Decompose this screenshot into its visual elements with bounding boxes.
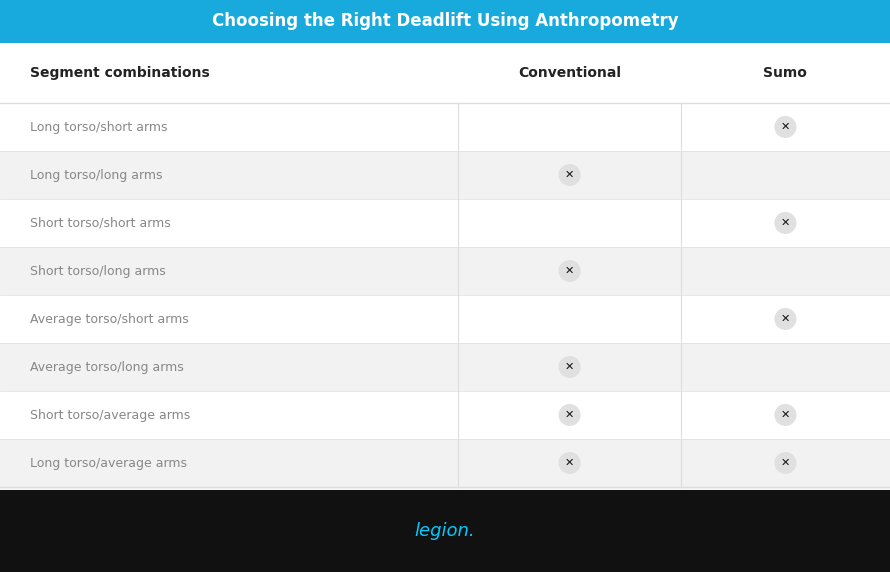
Text: ✕: ✕ bbox=[781, 458, 790, 468]
FancyBboxPatch shape bbox=[0, 391, 890, 439]
Text: ✕: ✕ bbox=[781, 218, 790, 228]
FancyBboxPatch shape bbox=[0, 151, 890, 199]
Text: ✕: ✕ bbox=[565, 410, 574, 420]
Text: Average torso/long arms: Average torso/long arms bbox=[30, 360, 183, 374]
Circle shape bbox=[774, 212, 797, 234]
Circle shape bbox=[774, 452, 797, 474]
Text: Long torso/long arms: Long torso/long arms bbox=[30, 169, 163, 181]
Text: Choosing the Right Deadlift Using Anthropometry: Choosing the Right Deadlift Using Anthro… bbox=[212, 13, 678, 30]
Circle shape bbox=[774, 404, 797, 426]
FancyBboxPatch shape bbox=[0, 199, 890, 247]
FancyBboxPatch shape bbox=[0, 43, 890, 103]
FancyBboxPatch shape bbox=[0, 343, 890, 391]
FancyBboxPatch shape bbox=[0, 247, 890, 295]
Text: Sumo: Sumo bbox=[764, 66, 807, 80]
Circle shape bbox=[559, 356, 580, 378]
Circle shape bbox=[559, 260, 580, 282]
FancyBboxPatch shape bbox=[0, 103, 890, 151]
Text: Short torso/average arms: Short torso/average arms bbox=[30, 408, 190, 422]
Text: ✕: ✕ bbox=[781, 122, 790, 132]
Text: Average torso/short arms: Average torso/short arms bbox=[30, 312, 189, 325]
Text: Short torso/long arms: Short torso/long arms bbox=[30, 264, 166, 277]
Text: Segment combinations: Segment combinations bbox=[30, 66, 210, 80]
Text: legion.: legion. bbox=[415, 522, 475, 540]
FancyBboxPatch shape bbox=[0, 0, 890, 43]
Circle shape bbox=[559, 164, 580, 186]
Text: ✕: ✕ bbox=[565, 362, 574, 372]
Text: Short torso/short arms: Short torso/short arms bbox=[30, 216, 171, 229]
FancyBboxPatch shape bbox=[0, 487, 890, 490]
Text: ✕: ✕ bbox=[781, 314, 790, 324]
Text: ✕: ✕ bbox=[565, 266, 574, 276]
FancyBboxPatch shape bbox=[0, 490, 890, 572]
Circle shape bbox=[774, 308, 797, 330]
Text: Long torso/short arms: Long torso/short arms bbox=[30, 121, 167, 133]
Circle shape bbox=[559, 452, 580, 474]
Text: ✕: ✕ bbox=[565, 170, 574, 180]
Text: ✕: ✕ bbox=[565, 458, 574, 468]
FancyBboxPatch shape bbox=[0, 439, 890, 487]
Circle shape bbox=[559, 404, 580, 426]
Text: Conventional: Conventional bbox=[518, 66, 621, 80]
Circle shape bbox=[774, 116, 797, 138]
FancyBboxPatch shape bbox=[0, 295, 890, 343]
Text: Long torso/average arms: Long torso/average arms bbox=[30, 456, 187, 470]
Text: ✕: ✕ bbox=[781, 410, 790, 420]
